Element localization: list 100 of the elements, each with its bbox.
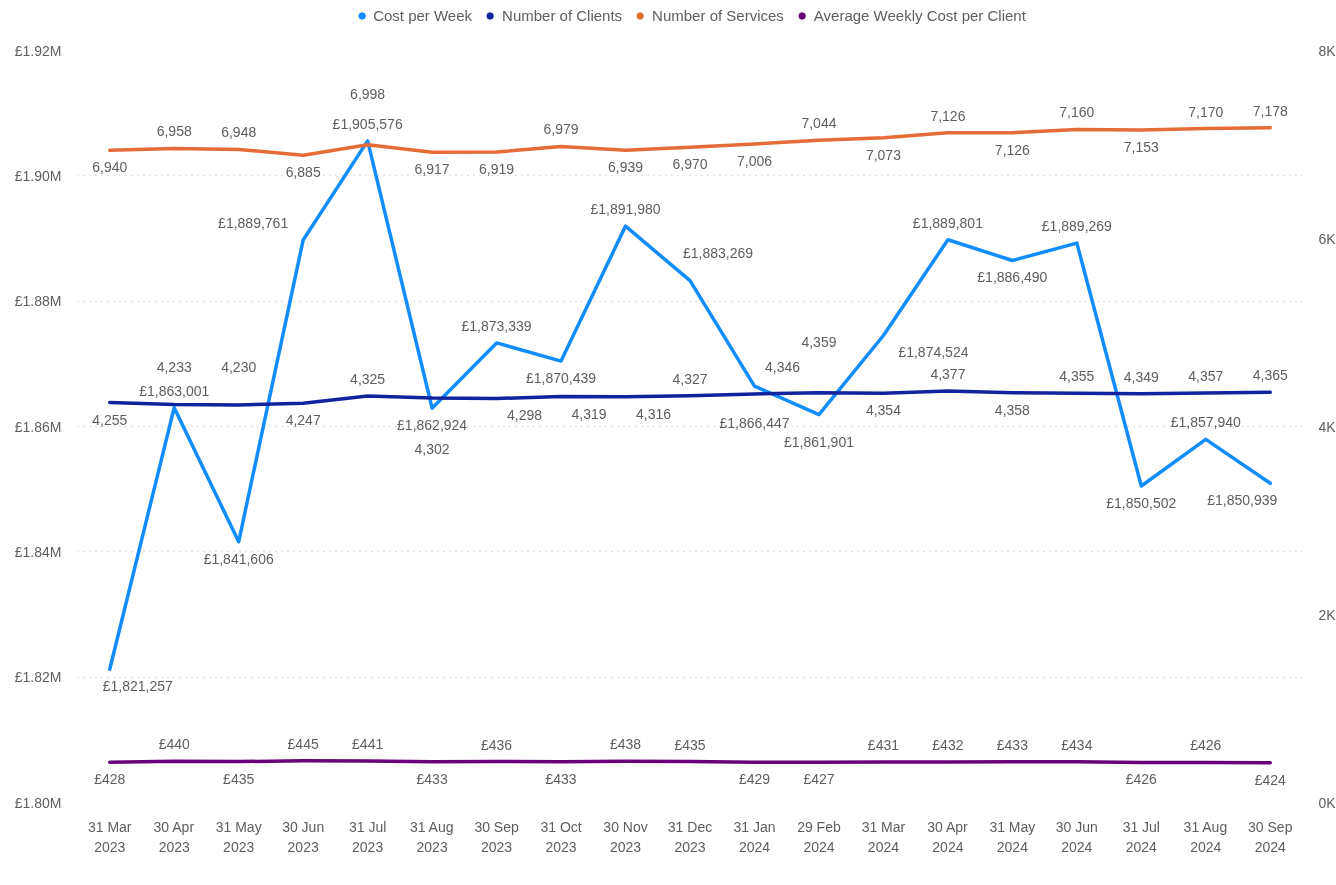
- data-label: £1,874,524: [898, 344, 969, 361]
- y-tick-label: £1.90M: [14, 167, 62, 184]
- data-label: 7,160: [1059, 104, 1095, 121]
- data-label: 4,359: [801, 333, 837, 350]
- data-label: 4,358: [994, 401, 1031, 418]
- data-label: £426: [1125, 771, 1158, 788]
- data-label: £1,850,939: [1207, 492, 1278, 509]
- x-tick-label: 31 Jul 2023: [348, 818, 387, 855]
- x-tick-label: 31 Jul 2024: [1122, 818, 1160, 855]
- data-label: £1,873,339: [461, 317, 532, 334]
- data-label: £438: [609, 736, 642, 753]
- x-tick-label: 31 Aug 2024: [1183, 818, 1228, 855]
- data-label: £1,841,606: [203, 550, 274, 567]
- data-label: £1,883,269: [682, 245, 754, 262]
- data-label: 4,349: [1123, 368, 1160, 385]
- x-tick-label: 31 May 2023: [215, 818, 262, 855]
- data-label: 7,126: [930, 107, 966, 124]
- data-label: £441: [352, 736, 384, 753]
- data-label: 4,357: [1188, 367, 1224, 384]
- data-label: £435: [223, 770, 255, 787]
- data-label: £1,857,940: [1170, 414, 1242, 431]
- data-label: £1,886,490: [977, 269, 1048, 286]
- x-tick-label: 31 Dec 2023: [667, 818, 713, 855]
- data-label: 6,998: [350, 85, 386, 102]
- data-label: £440: [158, 736, 190, 753]
- data-label: £434: [1061, 736, 1093, 753]
- data-label: 4,354: [865, 402, 902, 419]
- legend-label: Cost per Week: [373, 6, 473, 24]
- data-label: 7,170: [1188, 103, 1224, 120]
- x-tick-label: 30 Jun 2023: [282, 818, 325, 855]
- y2-tick-label: 2K: [1318, 606, 1336, 623]
- data-label: £424: [1254, 771, 1287, 788]
- data-label: 7,178: [1252, 102, 1288, 119]
- data-label: £436: [481, 736, 513, 753]
- x-tick-label: 30 Apr 2024: [927, 818, 969, 855]
- legend-label: Average Weekly Cost per Client: [813, 6, 1026, 24]
- data-label: £1,862,924: [397, 417, 468, 434]
- y2-tick-label: 4K: [1318, 418, 1336, 435]
- data-label: 7,126: [994, 141, 1031, 158]
- data-label: £433: [996, 736, 1029, 753]
- data-label: 4,327: [672, 370, 708, 387]
- data-label: £433: [545, 770, 577, 787]
- data-label: 4,247: [285, 412, 321, 429]
- y-tick-label: £1.84M: [14, 543, 62, 560]
- data-label: £429: [738, 771, 771, 788]
- data-label: 4,365: [1252, 367, 1288, 384]
- data-label: £1,861,901: [783, 433, 855, 450]
- x-tick-label: 30 Sep 2024: [1248, 818, 1293, 855]
- data-label: 6,917: [414, 161, 450, 178]
- y-tick-label: £1.86M: [14, 418, 62, 435]
- x-tick-label: 31 Mar 2023: [87, 818, 132, 855]
- data-label: 6,979: [543, 121, 579, 138]
- x-tick-label: 30 Jun 2024: [1055, 818, 1098, 855]
- data-label: 4,355: [1059, 368, 1095, 385]
- data-label: £427: [803, 771, 835, 788]
- data-label: 4,298: [507, 407, 543, 424]
- data-label: £1,889,801: [912, 214, 984, 231]
- legend-label: Number of Clients: [502, 6, 623, 24]
- data-label: £1,821,257: [102, 678, 173, 695]
- data-label: 6,940: [92, 159, 128, 176]
- x-tick-label: 31 Mar 2024: [861, 818, 906, 855]
- x-tick-label: 30 Nov 2023: [603, 818, 648, 855]
- data-label: £435: [674, 736, 706, 753]
- data-label: £431: [867, 736, 900, 753]
- data-label: £1,889,269: [1041, 218, 1113, 235]
- y-tick-label: £1.80M: [14, 794, 62, 811]
- data-label: 4,319: [571, 405, 607, 422]
- data-label: 6,948: [221, 124, 257, 141]
- data-label: £1,891,980: [590, 201, 661, 218]
- data-label: 6,885: [285, 164, 321, 181]
- data-label: 7,006: [736, 152, 773, 169]
- x-tick-label: 31 Aug 2023: [409, 818, 454, 855]
- data-label: 4,233: [156, 359, 192, 376]
- y-tick-label: £1.82M: [14, 669, 62, 686]
- x-tick-label: 31 Oct 2023: [540, 818, 582, 855]
- data-label: £1,870,439: [526, 370, 597, 387]
- y-tick-label: £1.92M: [14, 42, 62, 59]
- data-label: £1,866,447: [719, 415, 790, 432]
- data-label: £1,905,576: [332, 115, 403, 132]
- data-label: 4,255: [92, 411, 128, 428]
- data-label: 6,919: [479, 161, 515, 178]
- data-label: 4,316: [636, 405, 672, 422]
- data-label: £445: [287, 735, 319, 752]
- data-label: £432: [932, 736, 964, 753]
- data-label: 7,153: [1123, 139, 1160, 156]
- data-label: 7,073: [865, 146, 902, 163]
- data-label: 4,346: [764, 358, 801, 375]
- y2-tick-label: 8K: [1318, 42, 1336, 59]
- x-tick-label: 31 Jan 2024: [733, 818, 776, 855]
- data-label: £426: [1190, 737, 1222, 754]
- data-label: £1,850,502: [1106, 495, 1177, 512]
- x-tick-label: 29 Feb 2024: [797, 818, 841, 855]
- y2-tick-label: 0K: [1318, 794, 1336, 811]
- data-label: 4,377: [930, 366, 966, 383]
- data-label: £428: [94, 771, 126, 788]
- data-label: £433: [416, 770, 448, 787]
- data-label: 7,044: [801, 115, 837, 132]
- x-tick-label: 31 May 2024: [989, 818, 1036, 855]
- x-tick-label: 30 Sep 2023: [474, 818, 519, 855]
- data-label: £1,863,001: [139, 382, 210, 399]
